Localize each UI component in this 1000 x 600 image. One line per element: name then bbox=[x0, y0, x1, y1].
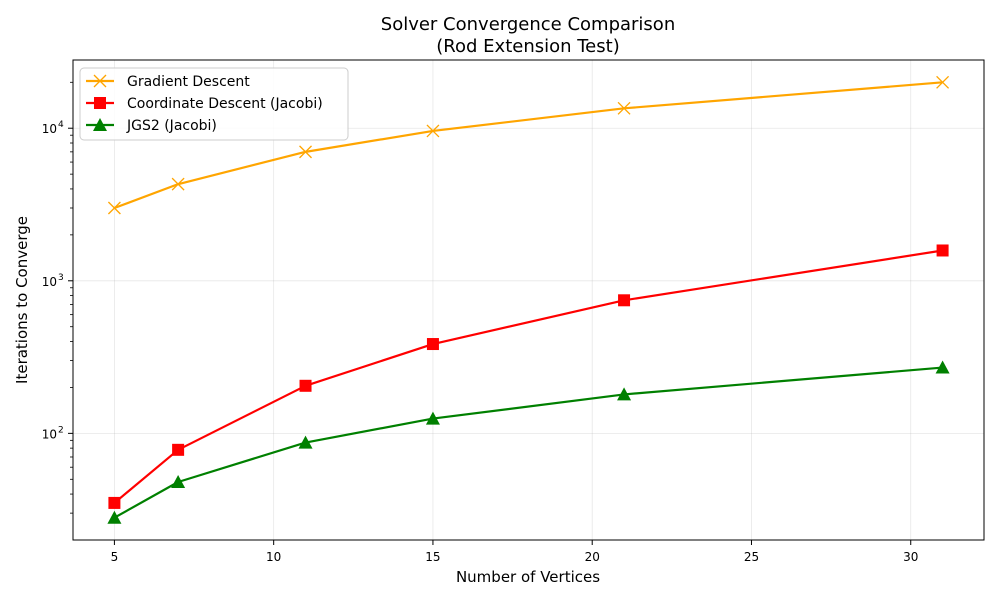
x-tick-label: 5 bbox=[111, 550, 119, 564]
x-axis-label: Number of Vertices bbox=[456, 568, 600, 586]
x-tick-label: 15 bbox=[425, 550, 440, 564]
marker-triangle bbox=[171, 474, 186, 488]
marker-stroke bbox=[299, 145, 312, 159]
legend: Gradient Descent Coordinate Descent (Jaco… bbox=[79, 67, 349, 141]
marker-triangle bbox=[617, 387, 632, 401]
series-1 bbox=[108, 244, 949, 509]
series-line bbox=[113, 249, 943, 504]
marker-stroke bbox=[426, 124, 440, 138]
marker-triangle bbox=[107, 510, 122, 524]
marker-stroke bbox=[936, 75, 950, 89]
marker-square bbox=[172, 443, 185, 456]
marker-triangle bbox=[425, 411, 440, 425]
marker-square bbox=[618, 294, 631, 307]
legend-box bbox=[79, 67, 349, 141]
series-layer bbox=[107, 75, 950, 524]
x-tick-label: 30 bbox=[903, 550, 918, 564]
marker-x bbox=[93, 74, 107, 88]
y-tick-exponent: 2 bbox=[58, 425, 64, 435]
y-tick-exponent: 4 bbox=[58, 120, 64, 130]
legend-label: Gradient Descent bbox=[127, 74, 250, 90]
marker-triangle bbox=[93, 118, 107, 131]
legend-entry: Gradient Descent bbox=[86, 74, 250, 90]
x-tick-label: 10 bbox=[266, 550, 281, 564]
legend-entry: JGS2 (Jacobi) bbox=[86, 118, 217, 134]
marker-square bbox=[108, 496, 121, 509]
marker-square bbox=[94, 97, 106, 109]
series-line bbox=[113, 366, 943, 519]
marker-stroke bbox=[171, 177, 185, 191]
marker-square bbox=[936, 244, 949, 257]
marker-x bbox=[936, 75, 950, 89]
legend-label: JGS2 (Jacobi) bbox=[126, 118, 217, 134]
y-tick-label: 10 bbox=[42, 275, 57, 289]
marker-x bbox=[426, 124, 440, 138]
marker-x bbox=[171, 177, 185, 191]
y-axis-label: Iterations to Converge bbox=[13, 216, 31, 384]
marker-stroke bbox=[93, 74, 107, 88]
legend-label: Coordinate Descent (Jacobi) bbox=[127, 96, 323, 112]
series-line bbox=[114, 81, 943, 210]
y-tick-label: 10 bbox=[42, 122, 57, 136]
marker-x bbox=[107, 201, 121, 215]
chart-title-line2: (Rod Extension Test) bbox=[436, 36, 619, 57]
marker-stroke bbox=[107, 201, 121, 215]
marker-x bbox=[299, 145, 312, 159]
marker-square bbox=[299, 379, 312, 392]
chart-title-line1: Solver Convergence Comparison bbox=[381, 14, 675, 35]
series-2 bbox=[107, 360, 950, 524]
marker-stroke bbox=[617, 101, 631, 115]
series-0 bbox=[107, 75, 950, 215]
legend-entry: Coordinate Descent (Jacobi) bbox=[86, 96, 323, 112]
marker-triangle bbox=[298, 435, 313, 449]
marker-x bbox=[617, 101, 631, 115]
y-tick-label: 10 bbox=[42, 427, 57, 441]
x-tick-label: 25 bbox=[744, 550, 759, 564]
marker-triangle bbox=[935, 360, 950, 374]
marker-square bbox=[426, 338, 439, 351]
x-tick-label: 20 bbox=[585, 550, 600, 564]
y-tick-exponent: 3 bbox=[58, 273, 64, 283]
plot-frame bbox=[72, 59, 985, 541]
